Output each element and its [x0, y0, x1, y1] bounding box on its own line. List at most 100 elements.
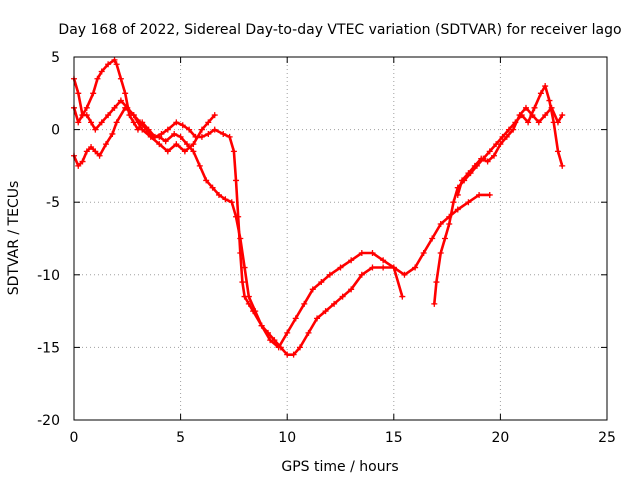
y-tick-label: 0	[51, 123, 60, 139]
data-point	[162, 138, 169, 145]
data-point	[209, 184, 216, 191]
data-point	[113, 119, 120, 126]
data-point	[433, 279, 440, 286]
data-point	[348, 286, 355, 293]
data-point	[233, 177, 240, 184]
data-point	[459, 177, 466, 184]
data-point	[491, 152, 498, 159]
y-tick-label: -10	[37, 268, 60, 284]
data-point	[230, 148, 237, 155]
data-point	[164, 148, 171, 155]
data-point	[211, 126, 218, 133]
data-point	[83, 104, 90, 111]
data-point	[90, 90, 97, 97]
data-point	[420, 250, 427, 257]
data-point	[220, 130, 227, 137]
y-tick-label: 5	[51, 50, 60, 66]
data-point	[284, 329, 291, 336]
data-point	[284, 351, 291, 358]
x-tick-label: 15	[385, 430, 403, 446]
data-point	[542, 83, 549, 90]
data-point	[92, 126, 99, 133]
data-point	[401, 271, 408, 278]
data-point	[130, 112, 137, 119]
data-point	[516, 112, 523, 119]
data-point	[322, 308, 329, 315]
data-point	[164, 126, 171, 133]
data-point	[147, 133, 154, 140]
data-point	[186, 126, 193, 133]
x-tick-label: 25	[598, 430, 616, 446]
data-point	[111, 56, 118, 63]
x-tick-label: 10	[278, 430, 296, 446]
data-point	[205, 119, 212, 126]
data-point	[122, 90, 129, 97]
data-point	[198, 133, 205, 140]
data-point	[554, 119, 561, 126]
axes	[73, 56, 608, 421]
data-point	[98, 68, 105, 75]
data-point	[437, 220, 444, 227]
x-axis-label: GPS time / hours	[281, 459, 398, 475]
data-point	[390, 264, 397, 271]
data-point	[454, 206, 461, 213]
data-point	[241, 264, 248, 271]
data-point	[83, 148, 90, 155]
data-point	[429, 235, 436, 242]
data-point	[177, 133, 184, 140]
data-point	[105, 61, 112, 68]
data-point	[305, 329, 312, 336]
data-point	[535, 119, 542, 126]
data-point	[173, 119, 180, 126]
data-point	[358, 271, 365, 278]
data-point	[79, 158, 86, 165]
data-point	[531, 104, 538, 111]
data-point	[337, 264, 344, 271]
data-point	[139, 126, 146, 133]
data-point	[111, 104, 118, 111]
grid-lines	[74, 57, 607, 420]
series-line	[72, 106, 216, 168]
data-point	[75, 90, 82, 97]
plot-frame	[73, 56, 608, 421]
data-point	[296, 344, 303, 351]
data-point	[503, 133, 510, 140]
data-point	[437, 250, 444, 257]
data-point	[326, 271, 333, 278]
data-point	[484, 158, 491, 165]
data-point	[156, 141, 163, 148]
data-point	[258, 322, 265, 329]
data-point	[205, 130, 212, 137]
data-point	[537, 90, 544, 97]
data-point	[122, 104, 129, 111]
data-point	[88, 144, 95, 151]
x-tick-label: 0	[70, 430, 79, 446]
data-point	[546, 97, 553, 104]
data-point	[301, 300, 308, 307]
data-point	[290, 351, 297, 358]
data-point	[173, 141, 180, 148]
data-point	[277, 344, 284, 351]
data-point	[83, 112, 90, 119]
data-point	[476, 191, 483, 198]
data-point	[465, 170, 472, 177]
data-point	[196, 162, 203, 169]
x-tick-label: 20	[491, 430, 509, 446]
data-point	[542, 112, 549, 119]
data-point	[75, 119, 82, 126]
data-point	[399, 293, 406, 300]
data-point	[486, 148, 493, 155]
data-point	[318, 279, 325, 286]
data-point	[450, 199, 457, 206]
data-point	[559, 112, 566, 119]
data-point	[228, 199, 235, 206]
data-point	[471, 162, 478, 169]
data-point	[369, 250, 376, 257]
data-point	[314, 315, 321, 322]
data-point	[222, 196, 229, 203]
data-point	[358, 250, 365, 257]
data-point	[271, 337, 278, 344]
data-point	[441, 235, 448, 242]
